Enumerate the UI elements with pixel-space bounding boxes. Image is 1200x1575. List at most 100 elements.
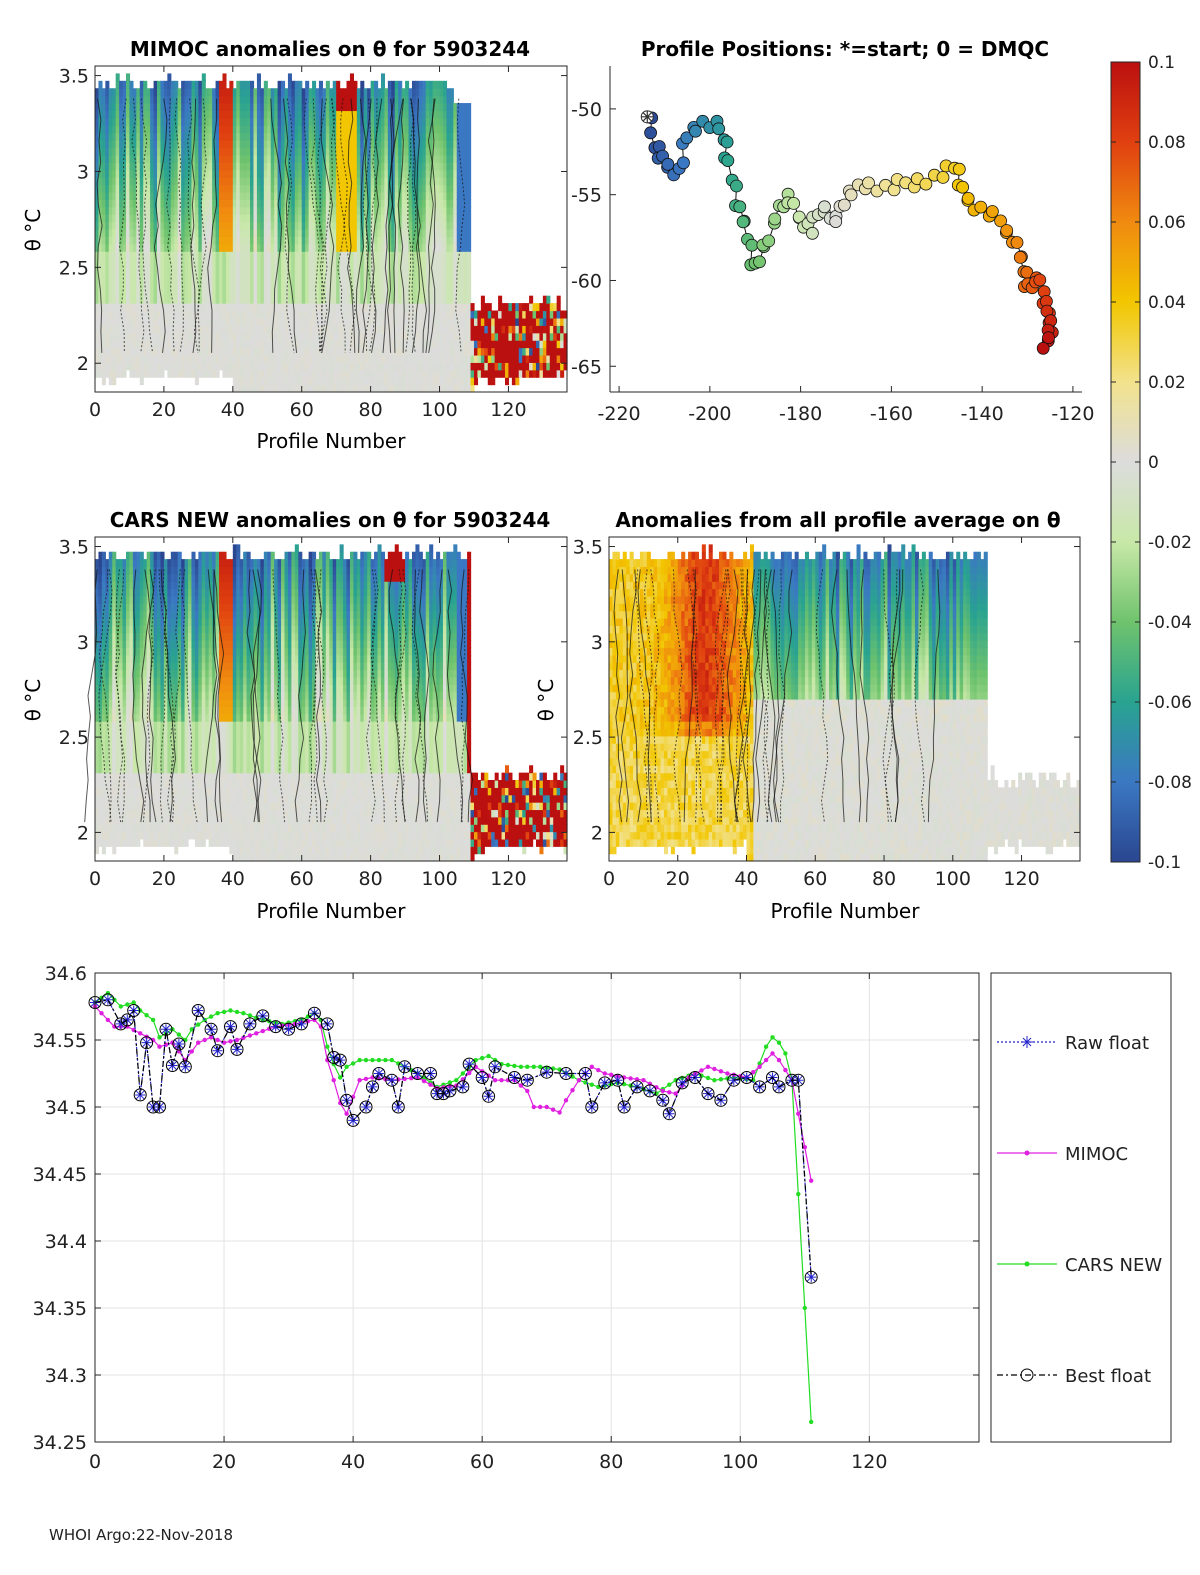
heatmap-cell — [201, 266, 206, 275]
heatmap-cell — [129, 280, 134, 289]
heatmap-cell — [236, 229, 241, 238]
heatmap-cell — [263, 125, 268, 134]
heatmap-cell — [215, 80, 220, 89]
heatmap-cell — [467, 177, 472, 186]
heatmap-cell — [153, 310, 158, 319]
heatmap-cell — [549, 354, 554, 363]
heatmap-cell — [181, 280, 186, 289]
heatmap-cell — [119, 132, 124, 141]
heatmap-cell — [239, 288, 244, 297]
heatmap-cell — [246, 229, 251, 238]
heatmap-cell — [449, 369, 454, 378]
heatmap-cell — [346, 288, 351, 297]
heatmap-cell — [225, 147, 230, 156]
heatmap-cell — [253, 117, 258, 126]
heatmap-cell — [191, 362, 196, 371]
heatmap-cell — [160, 177, 165, 186]
heatmap-cell — [95, 721, 100, 730]
heatmap-cell — [287, 169, 292, 178]
heatmap-cell — [181, 140, 186, 149]
heatmap-cell — [225, 310, 230, 319]
heatmap-cell — [305, 280, 310, 289]
heatmap-cell — [442, 206, 448, 215]
heatmap-cell — [208, 140, 213, 149]
heatmap-cell — [215, 88, 220, 97]
heatmap-cell — [263, 332, 268, 341]
heatmap-cell — [126, 169, 131, 178]
heatmap-cell — [322, 110, 327, 119]
heatmap-cell — [170, 140, 175, 149]
heatmap-cell — [150, 340, 155, 349]
heatmap-cell — [250, 169, 255, 178]
heatmap-cell — [305, 258, 310, 267]
heatmap-cell — [129, 332, 134, 341]
heatmap-cell — [398, 132, 403, 141]
heatmap-cell — [473, 377, 479, 386]
heatmap-cell — [208, 362, 213, 371]
heatmap-cell — [449, 95, 454, 104]
heatmap-cell — [274, 251, 279, 260]
profile-position-point — [721, 154, 735, 168]
heatmap-cell — [188, 221, 193, 230]
heatmap-cell — [150, 310, 155, 319]
heatmap-cell — [153, 317, 158, 326]
heatmap-cell — [442, 125, 448, 134]
heatmap-cell — [250, 95, 255, 104]
heatmap-cell — [277, 369, 282, 378]
heatmap-cell — [188, 280, 193, 289]
heatmap-cell — [267, 147, 272, 156]
heatmap-cell — [294, 214, 299, 223]
heatmap-cell — [377, 132, 382, 141]
heatmap-cell — [281, 184, 286, 193]
heatmap-cell — [205, 199, 210, 208]
heatmap-cell — [253, 88, 258, 97]
heatmap-cell — [177, 251, 182, 260]
heatmap-cell — [260, 377, 265, 386]
heatmap-cell — [146, 221, 151, 230]
heatmap-cell — [132, 354, 137, 363]
heatmap-cell — [232, 295, 237, 304]
heatmap-cell — [467, 147, 472, 156]
heatmap-cell — [467, 214, 472, 223]
heatmap-cell — [160, 354, 165, 363]
heatmap-cell — [181, 110, 186, 119]
heatmap-cell — [101, 140, 106, 149]
heatmap-cell — [298, 206, 303, 215]
heatmap-cell — [429, 295, 434, 304]
heatmap-cell — [219, 125, 224, 134]
heatmap-cell — [246, 280, 251, 289]
heatmap-cell — [201, 303, 206, 312]
heatmap-cell — [208, 169, 213, 178]
heatmap-cell — [194, 162, 199, 171]
heatmap-cell — [322, 251, 327, 260]
heatmap-cell — [250, 317, 255, 326]
heatmap-cell — [277, 384, 282, 393]
heatmap-cell — [157, 317, 162, 326]
heatmap-cell — [260, 266, 265, 275]
heatmap-cell — [312, 332, 317, 341]
heatmap-cell — [170, 310, 175, 319]
heatmap-cell — [232, 362, 237, 371]
heatmap-cell — [260, 369, 265, 378]
heatmap-cell — [298, 258, 303, 267]
heatmap-cell — [150, 273, 155, 282]
heatmap-cell — [239, 221, 244, 230]
heatmap-cell — [153, 221, 158, 230]
heatmap-cell — [336, 340, 341, 349]
heatmap-cell — [405, 369, 410, 378]
heatmap-cell — [98, 332, 103, 341]
heatmap-cell — [405, 273, 410, 282]
heatmap-cell — [163, 310, 168, 319]
heatmap-cell — [429, 310, 434, 319]
heatmap-cell — [501, 325, 506, 334]
heatmap-cell — [301, 162, 306, 171]
heatmap-cell — [160, 169, 165, 178]
heatmap-cell — [418, 332, 423, 341]
heatmap-cell — [308, 236, 313, 245]
heatmap-cell — [225, 273, 230, 282]
heatmap-cell — [377, 236, 382, 245]
heatmap-cell — [360, 132, 365, 141]
heatmap-cell — [529, 303, 534, 312]
heatmap-cell — [177, 169, 182, 178]
heatmap-cell — [119, 273, 124, 282]
